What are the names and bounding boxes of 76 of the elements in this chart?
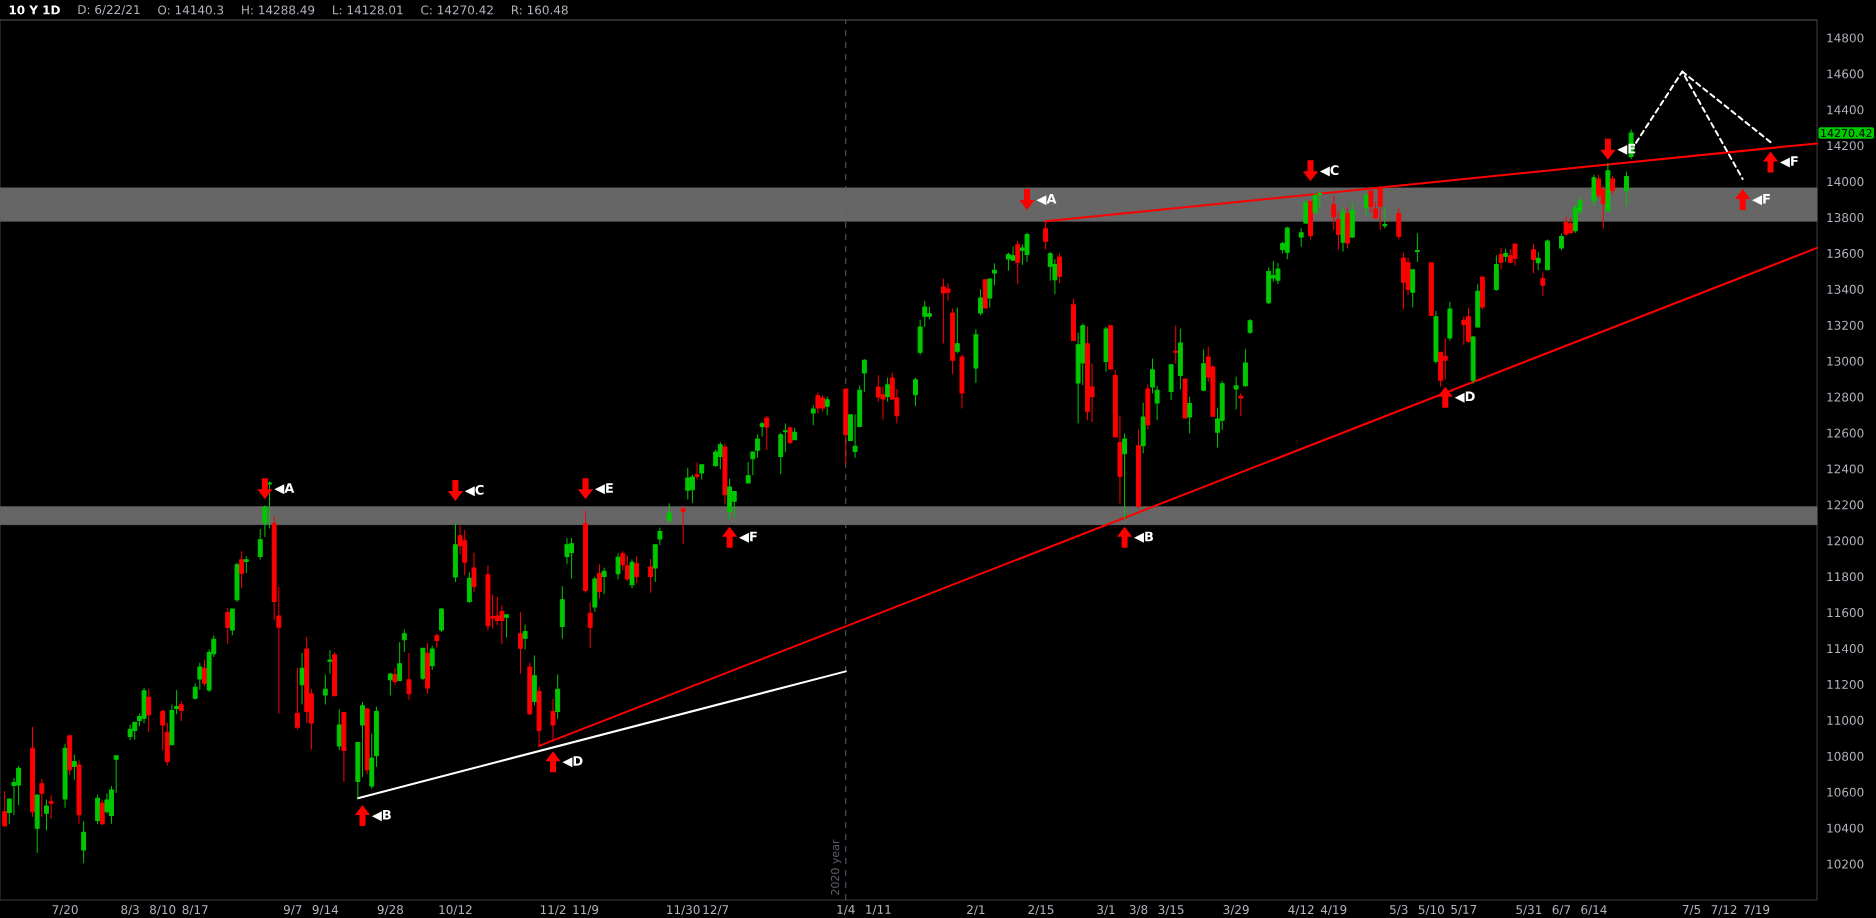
x-tick-label: 4/19: [1320, 905, 1347, 916]
annotation: ◀F: [739, 531, 757, 543]
y-tick-label: 13000: [1827, 356, 1864, 366]
y-tick-label: 14200: [1827, 141, 1864, 151]
x-tick-label: 8/17: [182, 905, 208, 916]
y-tick-label: 13600: [1827, 248, 1864, 258]
x-tick-label: 8/10: [149, 905, 176, 916]
x-tick-label: 2/15: [1028, 905, 1054, 916]
y-tick-label: 12200: [1827, 500, 1864, 510]
x-tick-label: 9/14: [312, 905, 339, 916]
x-tick-label: 5/10: [1418, 905, 1444, 916]
annotation: ◀A: [274, 483, 295, 495]
y-tick-label: 10200: [1827, 859, 1864, 869]
y-tick-label: 12800: [1827, 392, 1864, 402]
annotation: ◀D: [562, 756, 583, 768]
x-tick-label: 3/15: [1158, 905, 1184, 916]
y-tick-label: 13400: [1827, 284, 1864, 294]
x-tick-label: 9/7: [283, 905, 302, 916]
x-tick-label: 7/20: [52, 905, 78, 916]
text: L: 14128.01: [333, 5, 403, 15]
x-tick-label: 7/5: [1682, 905, 1701, 915]
annotation: ◀B: [371, 810, 391, 822]
y-tick-label: 12600: [1827, 428, 1864, 438]
x-tick-label: 1/11: [866, 905, 891, 915]
y-tick-label: 11400: [1827, 644, 1864, 654]
text: R: 160.48: [511, 5, 568, 15]
y-tick-label: 10600: [1827, 787, 1864, 797]
y-tick-label: 14800: [1827, 33, 1864, 43]
x-tick-label: 12/7: [703, 905, 729, 916]
annotation: ◀F: [1779, 156, 1798, 168]
text: D: 6/22/21: [78, 4, 140, 16]
x-tick-label: 6/7: [1552, 905, 1571, 916]
x-tick-label: 7/19: [1744, 905, 1770, 916]
x-tick-label: 2/1: [967, 905, 985, 916]
annotation: ◀E: [594, 483, 613, 495]
y-tick-label: 10400: [1827, 823, 1864, 833]
y-tick-label: 13800: [1827, 213, 1864, 223]
chart-title: 10 Y 1D: [9, 5, 60, 15]
x-tick-label: 3/29: [1223, 905, 1249, 916]
x-tick-label: 11/2: [540, 905, 566, 916]
x-tick-label: 5/31: [1516, 905, 1542, 916]
x-tick-label: 4/12: [1288, 905, 1314, 916]
annotation: ◀C: [1319, 165, 1339, 177]
x-tick-label: 7/12: [1711, 905, 1737, 916]
x-tick-label: 3/1: [1097, 905, 1115, 916]
annotation: ◀D: [1454, 391, 1475, 403]
x-tick-label: 10/12: [439, 905, 472, 916]
x-tick-label: 11/9: [573, 905, 599, 916]
x-tick-label: 3/8: [1129, 905, 1148, 916]
text: H: 14288.49: [242, 5, 315, 15]
annotation: ◀A: [1036, 194, 1057, 206]
y-tick-label: 12000: [1827, 536, 1864, 546]
x-tick-label: 5/17: [1451, 905, 1477, 915]
text: 14270.42: [1821, 128, 1872, 138]
y-tick-label: 13200: [1827, 320, 1864, 330]
y-tick-label: 14600: [1827, 69, 1864, 79]
x-tick-label: 11/30: [667, 905, 700, 916]
y-tick-label: 11000: [1827, 715, 1864, 725]
y-tick-label: 10800: [1827, 751, 1864, 761]
x-tick-label: 8/3: [121, 905, 139, 916]
ref-line-label: 2020 year: [830, 839, 842, 895]
y-tick-label: 11600: [1827, 608, 1864, 618]
y-tick-label: 14400: [1827, 105, 1864, 115]
annotation: ◀F: [1752, 194, 1770, 206]
y-tick-label: 14000: [1827, 177, 1864, 187]
x-tick-label: 9/28: [377, 905, 403, 916]
x-tick-label: 5/3: [1390, 905, 1408, 916]
y-tick-label: 12400: [1827, 464, 1864, 474]
annotation: ◀C: [464, 484, 484, 497]
x-tick-label: 1/4: [837, 905, 855, 915]
text: O: 14140.3: [158, 5, 224, 15]
x-tick-label: 6/14: [1581, 905, 1607, 916]
y-tick-label: 11800: [1827, 572, 1864, 582]
text: C: 14270.42: [421, 5, 493, 15]
annotation: ◀B: [1134, 531, 1153, 543]
y-tick-label: 11200: [1827, 679, 1864, 690]
